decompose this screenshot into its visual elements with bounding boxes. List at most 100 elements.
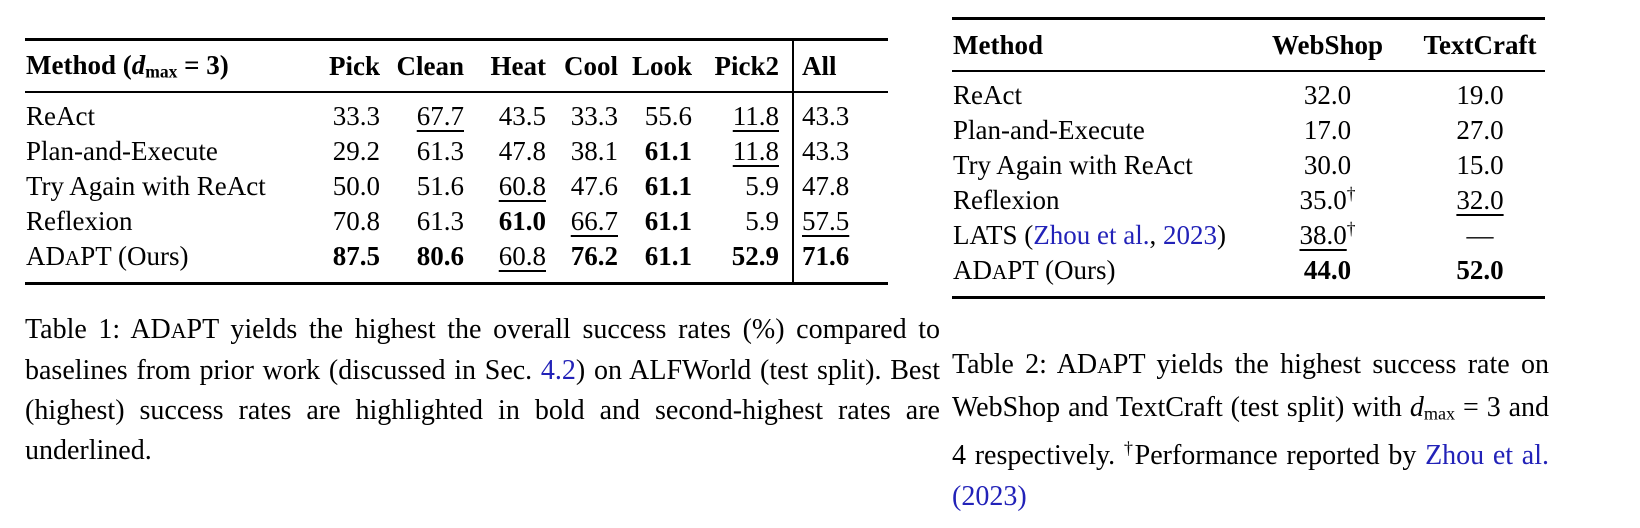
table-cell: 33.3 (548, 92, 620, 134)
table-cell: 76.2 (548, 239, 620, 284)
column-header: TextCraft (1415, 18, 1545, 72)
table-cell: 44.0 (1240, 253, 1415, 298)
table-cell: 50.0 (310, 169, 382, 204)
table-row: LATS (Zhou et al., 2023) 38.0† — (952, 218, 1545, 253)
table-row: Try Again with ReAct 30.0 15.0 (952, 148, 1545, 183)
citation-link[interactable]: Zhou et al. (1033, 220, 1150, 250)
cell-value: 61.1 (644, 206, 692, 236)
table-row: Plan-and-Execute 29.2 61.3 47.8 38.1 61.1 11.8… (25, 134, 888, 169)
table-cell: 35.0† (1240, 183, 1415, 218)
text-run: , (1149, 220, 1163, 250)
table-row: Reflexion 70.8 61.3 61.0 66.7 61.1 5.9 57.5 (25, 204, 888, 239)
table-cell: 43.5 (466, 92, 548, 134)
table-cell: 30.0 (1240, 148, 1415, 183)
text-run: Reflexion (26, 206, 133, 236)
table-cell: 67.7 (382, 92, 466, 134)
cell-value: 47.8 (498, 136, 546, 166)
cell-value: 35.0 (1299, 185, 1347, 215)
table-cell: 47.6 (548, 169, 620, 204)
cell-value: 61.3 (416, 206, 464, 236)
text-run: Plan-and-Execute (953, 115, 1145, 145)
column-header: Cool (548, 39, 620, 93)
table-cell: 27.0 (1415, 113, 1545, 148)
text-run: d (131, 49, 146, 80)
cell-value: 29.2 (332, 136, 380, 166)
table-cell: 66.7 (548, 204, 620, 239)
table-row: Reflexion 35.0† 32.0 (952, 183, 1545, 218)
cell-value: 43.3 (802, 136, 850, 166)
column-header: All (792, 39, 888, 93)
text-run: AD (130, 314, 171, 345)
cell-value: 47.6 (570, 171, 618, 201)
text-run: ) (1216, 220, 1226, 250)
column-header: Look (620, 39, 694, 93)
table-cell: 17.0 (1240, 113, 1415, 148)
cell-value: 61.1 (644, 171, 692, 201)
text-run: A (1097, 354, 1113, 378)
cell-value: 61.0 (498, 206, 546, 236)
text-run: AD (1056, 349, 1098, 380)
method-cell: Try Again with ReAct (25, 169, 310, 204)
table-cell: 57.5 (792, 204, 888, 239)
cell-value: 15.0 (1456, 150, 1504, 180)
table-cell: 80.6 (382, 239, 466, 284)
method-cell: Try Again with ReAct (952, 148, 1240, 183)
table1-body: ReAct 33.3 67.7 43.5 33.3 55.6 11.8 43.3 Plan-an… (25, 92, 888, 284)
table-cell: 11.8 (694, 134, 793, 169)
table2-body: ReAct 32.0 19.0 Plan-and-Execute 17.0 27.0 Try… (952, 71, 1545, 298)
text-run: AD (953, 255, 992, 285)
text-run: Table 2: (952, 349, 1057, 380)
table-cell: — (1415, 218, 1545, 253)
method-cell: Reflexion (25, 204, 310, 239)
citation-link[interactable]: (2023) (952, 480, 1027, 512)
dagger-marker: † (1346, 218, 1356, 239)
cell-value: 5.9 (745, 206, 779, 236)
cell-value: 43.5 (498, 101, 546, 131)
text-run: A (992, 260, 1008, 284)
cell-value: 71.6 (802, 241, 850, 271)
text-run: max (1423, 403, 1456, 424)
cell-value: 67.7 (416, 101, 464, 131)
cell-value: 11.8 (732, 101, 779, 131)
table-cell: 52.9 (694, 239, 793, 284)
citation-link[interactable]: Zhou et al. (1425, 439, 1549, 471)
text-run: Plan-and-Execute (26, 136, 218, 166)
cell-value: 80.6 (416, 241, 464, 271)
text-run: Method (953, 29, 1043, 60)
cell-value: 52.0 (1456, 255, 1504, 285)
text-run: ( (116, 49, 132, 80)
table-row: Plan-and-Execute 17.0 27.0 (952, 113, 1545, 148)
citation-link[interactable]: 2023 (1162, 220, 1217, 250)
method-cell: Reflexion (952, 183, 1240, 218)
text-run: Reflexion (953, 185, 1060, 215)
table-cell: 71.6 (792, 239, 888, 284)
text-run: d (1409, 392, 1424, 423)
method-cell: Plan-and-Execute (25, 134, 310, 169)
cell-value: 38.0 (1299, 220, 1347, 250)
table-row: ReAct 33.3 67.7 43.5 33.3 55.6 11.8 43.3 (25, 92, 888, 134)
cell-value: 76.2 (570, 241, 618, 271)
citation-link[interactable]: 4.2 (540, 355, 576, 386)
cell-value: 57.5 (802, 206, 850, 236)
text-run: Try Again with ReAct (953, 150, 1193, 180)
table-header-row: Method (dmax = 3) Pick Clean Heat Cool Look Pi… (25, 39, 888, 93)
table-cell: 38.1 (548, 134, 620, 169)
webshop-textcraft-results-table: Method WebShop TextCraft ReAct 32.0 19.0 Plan… (952, 17, 1545, 299)
table-row: Try Again with ReAct 50.0 51.6 60.8 47.6 61.1… (25, 169, 888, 204)
text-run: A (170, 319, 187, 343)
cell-value: 66.7 (570, 206, 618, 236)
cell-value: 70.8 (332, 206, 380, 236)
cell-value: 11.8 (732, 136, 779, 166)
method-column-header: Method (dmax = 3) (25, 39, 310, 93)
method-column-header: Method (952, 18, 1240, 72)
cell-value: 52.9 (731, 241, 779, 271)
cell-value: 30.0 (1303, 150, 1352, 180)
cell-value: 44.0 (1303, 255, 1352, 285)
text-run: PT yields the highest success rate on We… (952, 349, 1549, 423)
column-header: Pick (310, 39, 382, 93)
text-run: = 3) (177, 49, 229, 80)
table-cell: 61.3 (382, 204, 466, 239)
table-header-row: Method WebShop TextCraft (952, 18, 1545, 72)
table-cell: 5.9 (694, 169, 793, 204)
